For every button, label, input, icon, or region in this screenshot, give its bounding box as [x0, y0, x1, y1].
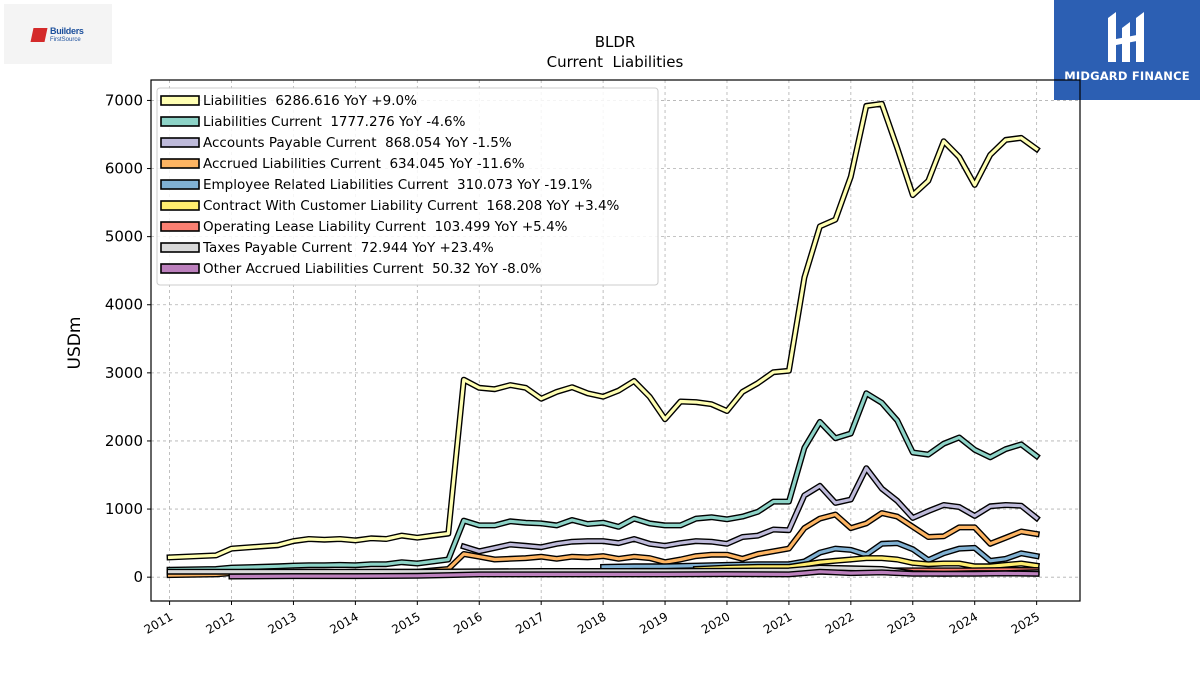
midgard-finance-logo: MIDGARD FINANCE	[1054, 0, 1200, 100]
x-tick-label: 2012	[204, 609, 237, 636]
legend-swatch	[160, 242, 200, 253]
legend: Liabilities 6286.616 YoY +9.0% Liabilitie…	[156, 87, 659, 286]
legend-swatch	[160, 263, 200, 274]
series-line	[461, 466, 1039, 553]
midgard-monogram-icon	[1108, 12, 1144, 62]
series-line	[167, 102, 1039, 560]
legend-label: Accounts Payable Current 868.054 YoY -1.…	[203, 135, 512, 151]
x-tick-label: 2016	[451, 609, 484, 636]
x-tick-label: 2015	[389, 609, 422, 636]
y-tick-label: 7000	[105, 91, 143, 109]
x-tick-label: 2013	[265, 609, 298, 636]
builders-firstsource-logo: Builders FirstSource	[4, 4, 112, 64]
legend-swatch	[160, 179, 200, 190]
legend-label: Contract With Customer Liability Current…	[203, 198, 620, 214]
series-line	[229, 570, 1039, 579]
series-lines	[166, 100, 1041, 580]
x-tick-label: 2018	[575, 609, 608, 636]
series-line	[167, 391, 1039, 572]
legend-label: Other Accrued Liabilities Current 50.32 …	[203, 261, 542, 277]
legend-swatch	[160, 221, 200, 232]
legend-label: Operating Lease Liability Current 103.49…	[203, 219, 568, 235]
logo-wordmark: MIDGARD FINANCE	[1064, 69, 1190, 83]
logo-line-2: FirstSource	[50, 37, 81, 43]
x-tick-label: 2021	[761, 609, 794, 636]
y-tick-label: 2000	[105, 432, 143, 450]
x-tick-label: 2019	[637, 609, 670, 636]
x-tick-label: 2025	[1009, 609, 1042, 636]
legend-box	[156, 87, 659, 286]
chart-subtitle: Current Liabilities	[547, 53, 684, 71]
legend-swatch	[160, 137, 200, 148]
logo-line-1: Builders	[50, 26, 84, 36]
x-tick-label: 2011	[142, 609, 175, 636]
x-tick-label: 2017	[513, 609, 546, 636]
x-tick-label: 2020	[699, 609, 732, 636]
plot-frame	[150, 79, 1081, 602]
legend-label: Accrued Liabilities Current 634.045 YoY …	[203, 156, 525, 172]
legend-swatch	[160, 158, 200, 169]
y-tick-label: 0	[133, 568, 143, 586]
series-line	[694, 556, 1039, 571]
y-tick-label: 3000	[105, 364, 143, 382]
x-tick-label: 2024	[947, 609, 980, 636]
y-tick-label: 6000	[105, 160, 143, 178]
y-tick-label: 5000	[105, 228, 143, 246]
legend-label: Liabilities 6286.616 YoY +9.0%	[203, 93, 417, 109]
legend-swatch	[160, 116, 200, 127]
legend-label: Taxes Payable Current 72.944 YoY +23.4%	[202, 240, 494, 256]
y-tick-label: 1000	[105, 500, 143, 518]
y-tick-label: 4000	[105, 296, 143, 314]
series-outline	[460, 465, 1041, 555]
legend-label: Liabilities Current 1777.276 YoY -4.6%	[203, 114, 466, 130]
legend-swatch	[160, 200, 200, 211]
x-tick-label: 2022	[823, 609, 856, 636]
legend-swatch	[160, 95, 200, 106]
chart-title: BLDR	[595, 33, 636, 51]
x-tick-label: 2014	[327, 609, 360, 636]
legend-label: Employee Related Liabilities Current 310…	[203, 177, 592, 193]
y-axis-label: USDm	[65, 317, 85, 370]
x-tick-label: 2023	[885, 609, 918, 636]
